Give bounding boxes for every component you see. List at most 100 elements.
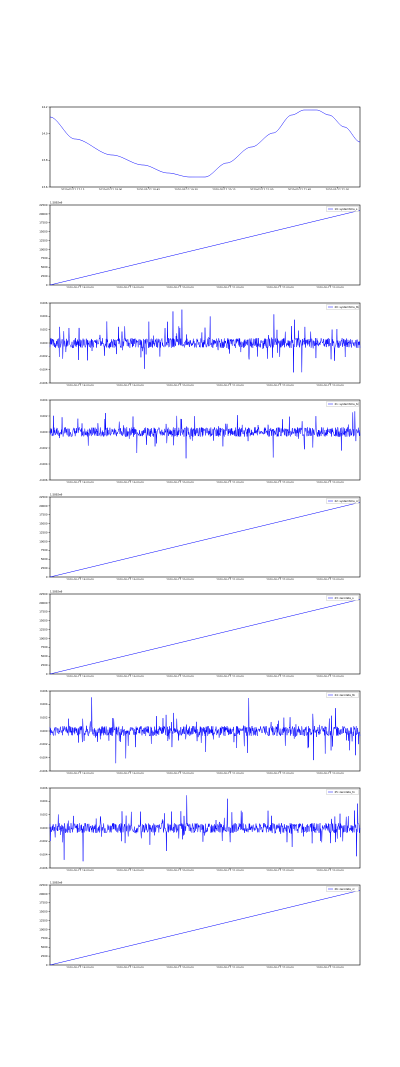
series-line [49, 109, 361, 178]
legend-label: 26: zerodata_cr [335, 887, 356, 891]
legend-label: 21: systemtime_tx [335, 402, 360, 406]
legend-label: 25: zerodata_tx [335, 790, 356, 794]
x-tick-label: 2020-05-12 20:00:00 [166, 286, 194, 288]
x-tick-label: 2020-05-12 19:00:00 [116, 869, 144, 871]
y-tick-label: 7500 [41, 256, 48, 260]
y-tick-label: 0.006 [40, 301, 48, 305]
y-tick-label: 12500 [39, 530, 48, 534]
x-tick-label: 2020-05-12 23:00:00 [316, 772, 344, 774]
x-tick-label: 2020-05-12 20:15 [212, 188, 236, 190]
y-tick-label: 0 [46, 575, 48, 579]
x-tick-label: 2020-05-12 23:00:00 [316, 578, 344, 580]
y-tick-label: 22500 [39, 592, 48, 596]
x-tick-label: 2020-05-12 19:00:00 [116, 675, 144, 677]
x-tick-label: 2020-05-12 22:30 [326, 188, 350, 190]
y-tick-label: 2500 [41, 663, 48, 667]
y-tick-label: 0.004 [40, 398, 48, 402]
x-tick-label: 2020-05-12 22:00:00 [266, 384, 294, 386]
plot-frame [49, 106, 361, 188]
y-tick-label: 5000 [41, 654, 48, 658]
x-tick-label: 2020-05-12 21:00:00 [216, 578, 244, 580]
chart-6: 0 2500 5000 7500 10000 12500 15000 17500 20000 22… [39, 590, 361, 677]
y-tick-label: 7500 [41, 548, 48, 552]
x-tick-label: 2020-05-12 18:00:00 [66, 286, 94, 288]
y-tick-label: 7500 [41, 936, 48, 940]
plot-frame [49, 399, 361, 481]
x-tick-label: 2020-05-12 17:15 [61, 188, 85, 190]
x-tick-label: 2020-05-12 22:00:00 [266, 286, 294, 288]
x-tick-label: 2020-05-12 18:00:00 [66, 578, 94, 580]
legend-label: 24: zerodata_tb [335, 693, 356, 697]
x-tick-label: 2020-05-12 18:00:00 [66, 675, 94, 677]
y-tick-label: 2500 [41, 954, 48, 958]
y-tick-label: 14.0 [42, 132, 48, 136]
y-tick-label: -0.004 [39, 462, 48, 466]
x-tick-label: 2020-05-12 18:00:00 [66, 772, 94, 774]
y-tick-label: 7500 [41, 645, 48, 649]
legend-box [326, 886, 359, 892]
y-tick-label: 13.8 [42, 158, 48, 162]
x-tick-label: 2020-05-12 20:00:00 [166, 578, 194, 580]
x-tick-label: 2020-05-12 18:00:00 [66, 869, 94, 871]
x-tick-label: 2020-05-12 21:00:00 [216, 675, 244, 677]
x-tick-label: 2020-05-12 22:00:00 [266, 675, 294, 677]
axis-offset-label: 1.5892e9 [50, 590, 63, 594]
legend-label: 23: zerodata_s [335, 596, 355, 600]
y-tick-label: 12500 [39, 918, 48, 922]
y-tick-label: 15000 [39, 910, 48, 914]
x-tick-label: 2020-05-12 19:00:00 [116, 966, 144, 968]
x-tick-label: 2020-05-12 18:00 [99, 188, 123, 190]
x-tick-label: 2020-05-12 22:00:00 [266, 966, 294, 968]
x-tick-label: 2020-05-12 23:00:00 [316, 286, 344, 288]
x-tick-label: 2020-05-12 20:00:00 [166, 481, 194, 483]
x-tick-label: 2020-05-12 21:00:00 [216, 286, 244, 288]
x-tick-label: 2020-05-12 21:00:00 [216, 966, 244, 968]
y-tick-label: 20000 [39, 892, 48, 896]
y-tick-label: -0.004 [39, 853, 48, 857]
series-line [49, 502, 361, 578]
y-tick-label: 17500 [39, 221, 48, 225]
chart-1: 13.6 13.8 14.0 14.2 2020-05-12 17:15 2020-05-… [42, 105, 361, 190]
x-tick-label: 2020-05-12 21:00:00 [216, 772, 244, 774]
y-tick-label: 22500 [39, 495, 48, 499]
y-tick-label: 12500 [39, 238, 48, 242]
legend-box [326, 789, 359, 795]
chart-9: 0 2500 5000 7500 10000 12500 15000 17500 20000 22… [39, 881, 361, 968]
x-tick-label: 2020-05-12 20:00:00 [166, 384, 194, 386]
y-tick-label: -0.006 [39, 866, 48, 870]
y-tick-label: 10000 [39, 247, 48, 251]
legend-box [326, 304, 359, 310]
series-line [49, 210, 361, 286]
legend-box [326, 692, 359, 698]
chart-8: -0.006 -0.004 -0.002 0.000 0.002 0.004 0.006 20… [39, 786, 361, 871]
y-tick-label: -0.004 [39, 756, 48, 760]
series-line [49, 599, 361, 675]
x-tick-label: 2020-05-12 21:00:00 [216, 384, 244, 386]
x-tick-label: 2020-05-12 23:00:00 [316, 675, 344, 677]
chart-5: 0 2500 5000 7500 10000 12500 15000 17500 20000 22… [39, 493, 361, 580]
y-tick-label: 10000 [39, 539, 48, 543]
y-tick-label: 0.002 [40, 414, 48, 418]
plot-frame [49, 496, 361, 578]
y-tick-label: 14.2 [42, 105, 48, 109]
y-tick-label: 0.004 [40, 799, 48, 803]
y-tick-label: 17500 [39, 610, 48, 614]
x-tick-label: 2020-05-12 21:00:00 [216, 481, 244, 483]
series-line [49, 697, 361, 764]
y-tick-label: 0 [46, 963, 48, 967]
y-tick-label: 12500 [39, 627, 48, 631]
y-tick-label: -0.006 [39, 478, 48, 482]
y-tick-label: 5000 [41, 945, 48, 949]
x-tick-label: 2020-05-12 18:00:00 [66, 966, 94, 968]
y-tick-label: 2500 [41, 566, 48, 570]
y-tick-label: -0.002 [39, 446, 48, 450]
legend-box [326, 595, 359, 601]
y-tick-label: 15000 [39, 230, 48, 234]
plot-frame [49, 884, 361, 966]
x-tick-label: 2020-05-12 18:00:00 [66, 481, 94, 483]
x-tick-label: 2020-05-12 19:00:00 [116, 481, 144, 483]
y-tick-label: 20000 [39, 212, 48, 216]
y-tick-label: 0.006 [40, 786, 48, 790]
y-tick-label: 0.000 [40, 826, 48, 830]
x-tick-label: 2020-05-12 21:00 [250, 188, 274, 190]
